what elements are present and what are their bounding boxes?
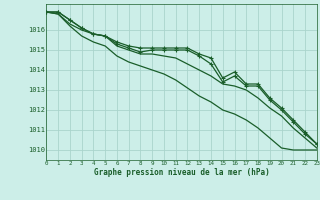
- X-axis label: Graphe pression niveau de la mer (hPa): Graphe pression niveau de la mer (hPa): [94, 168, 269, 177]
